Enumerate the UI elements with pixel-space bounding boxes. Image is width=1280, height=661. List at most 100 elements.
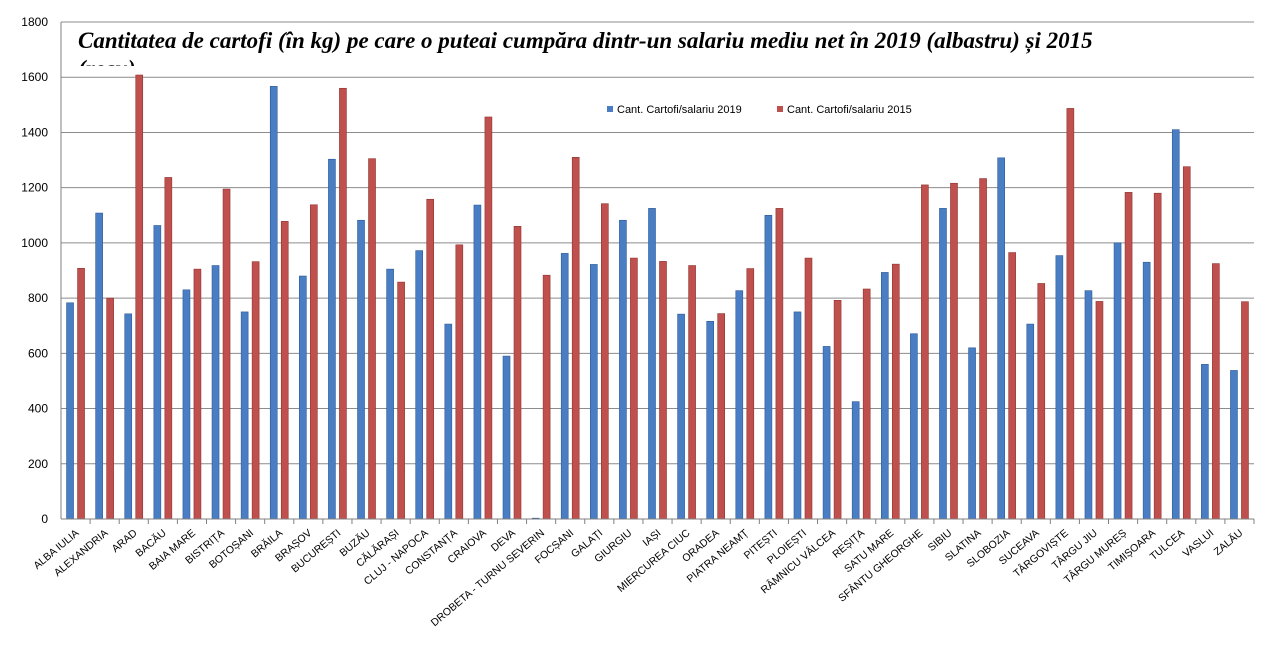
chart-title-line2: (roșu) — [78, 56, 136, 82]
bar-2015 — [950, 182, 958, 520]
bar-2019 — [473, 204, 482, 520]
bar-2019 — [66, 302, 74, 520]
bar-2019 — [328, 158, 336, 520]
y-tick-label: 800 — [28, 291, 48, 305]
y-tick-label: 1400 — [21, 125, 48, 139]
bar-2019 — [880, 272, 889, 520]
bar-2015 — [455, 244, 464, 520]
bar-2019 — [822, 346, 831, 520]
bar-2015 — [862, 288, 871, 520]
bar-2015 — [77, 267, 85, 520]
bar-2019 — [764, 214, 773, 520]
bar-2015 — [1182, 166, 1191, 520]
bar-2019 — [211, 265, 220, 520]
y-tick-label: 400 — [28, 402, 48, 416]
x-tick-label: VASLUI — [1181, 527, 1217, 560]
bar-2015 — [106, 297, 114, 520]
bar-2019 — [851, 401, 860, 520]
bar-2015 — [542, 274, 551, 520]
bar-2019 — [1055, 255, 1064, 520]
bar-2019 — [240, 311, 249, 520]
bar-2015 — [310, 204, 318, 520]
legend-swatch-2019 — [607, 106, 613, 112]
y-tick-label: 1000 — [21, 236, 48, 250]
y-tick-label: 1800 — [21, 15, 48, 29]
bar-2015 — [688, 265, 696, 520]
bar-2015 — [513, 226, 522, 520]
bar-2015 — [571, 156, 580, 520]
bar-2019 — [735, 290, 744, 520]
bar-2015 — [251, 261, 260, 520]
bar-2019 — [299, 275, 307, 520]
bar-2015 — [746, 268, 755, 520]
legend-label-2019: Cant. Cartofi/salariu 2019 — [617, 104, 742, 116]
bar-2015 — [164, 177, 173, 520]
x-tick-label: IAȘI — [641, 527, 664, 549]
y-axis-ticks: 0 200 400 600 800 1000 1200 1400 1600 1800 — [21, 15, 48, 526]
bar-2019 — [1171, 129, 1180, 520]
bar-2015 — [1241, 301, 1249, 520]
bar-2015 — [1124, 192, 1133, 520]
bar-2019 — [590, 264, 598, 520]
bar-2019 — [1026, 323, 1035, 520]
bar-2019 — [619, 219, 627, 520]
bar-2015 — [1153, 192, 1162, 520]
gridlines — [61, 21, 1254, 465]
bar-2019 — [997, 157, 1005, 520]
y-tick-label: 0 — [41, 512, 48, 526]
bar-2019 — [357, 219, 365, 520]
bar-2019 — [444, 323, 453, 520]
legend-label-2015: Cant. Cartofi/salariu 2015 — [787, 104, 912, 116]
bar-2015 — [484, 116, 493, 520]
bar-2019 — [124, 313, 133, 520]
legend: Cant. Cartofi/salariu 2019 Cant. Cartofi… — [607, 104, 912, 116]
y-tick-label: 600 — [28, 346, 48, 360]
bar-2015 — [339, 87, 347, 520]
bar-2015 — [368, 158, 376, 520]
bar-2015 — [426, 198, 435, 520]
bar-2019 — [1142, 261, 1151, 520]
bar-2019 — [386, 268, 394, 520]
x-tick-label: ZALĂU — [1211, 526, 1245, 558]
bar-2015 — [659, 261, 667, 520]
bar-2019 — [269, 86, 278, 520]
bar-2019 — [939, 208, 947, 520]
bar-2015 — [1066, 108, 1075, 520]
chart-title: Cantitatea de cartofi (în kg) pe care o … — [78, 28, 1093, 82]
bar-2015 — [775, 208, 784, 520]
bar-2019 — [706, 321, 714, 520]
bar-2015 — [601, 203, 609, 520]
bar-2019 — [182, 289, 191, 520]
bar-2019 — [1201, 364, 1209, 520]
bar-2015 — [630, 257, 638, 520]
legend-swatch-2015 — [777, 106, 783, 112]
bar-2015 — [921, 184, 929, 520]
bar-2015 — [280, 221, 289, 520]
bar-2019 — [415, 250, 424, 520]
bar-2015 — [1212, 263, 1220, 520]
bar-2019 — [968, 347, 976, 520]
bar-2015 — [1095, 301, 1104, 520]
bar-2015 — [1008, 252, 1016, 520]
bar-2019 — [1230, 370, 1238, 520]
bar-2019 — [793, 311, 802, 520]
bar-2019 — [910, 333, 918, 520]
bar-2015 — [979, 178, 987, 520]
bar-2019 — [95, 212, 103, 520]
chart-title-line1: Cantitatea de cartofi (în kg) pe care o … — [78, 28, 1093, 54]
bar-2019 — [648, 208, 656, 520]
bar-2019 — [1084, 290, 1093, 520]
bar-2015 — [222, 188, 231, 520]
y-tick-label: 200 — [28, 457, 48, 471]
bar-2015 — [833, 300, 842, 520]
bar-2019 — [677, 313, 685, 520]
bar-2015 — [193, 268, 202, 520]
bar-2015 — [804, 257, 813, 520]
y-tick-label: 1600 — [21, 70, 48, 84]
bar-2019 — [1113, 242, 1122, 520]
bar-2015 — [717, 313, 725, 520]
bar-2019 — [560, 253, 569, 520]
bar-2019 — [502, 355, 511, 520]
